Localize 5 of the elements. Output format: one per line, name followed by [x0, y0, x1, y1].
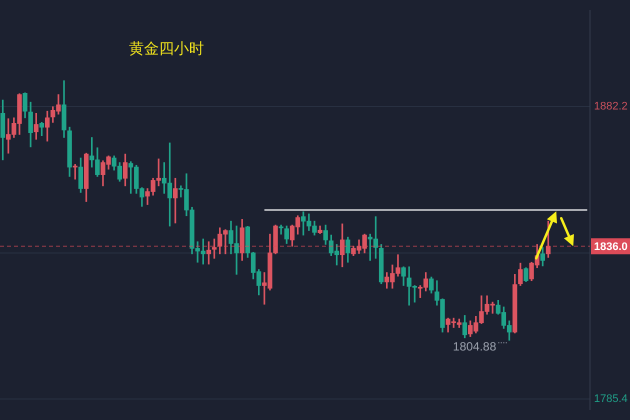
- ref-line-label: 1836.0: [594, 240, 628, 253]
- y-tick-label: 1785.4: [594, 393, 628, 406]
- text: 黄金四小时: [129, 40, 204, 58]
- annotation: 1804.88: [452, 340, 497, 354]
- y-tick-label: 1882.2: [594, 100, 628, 113]
